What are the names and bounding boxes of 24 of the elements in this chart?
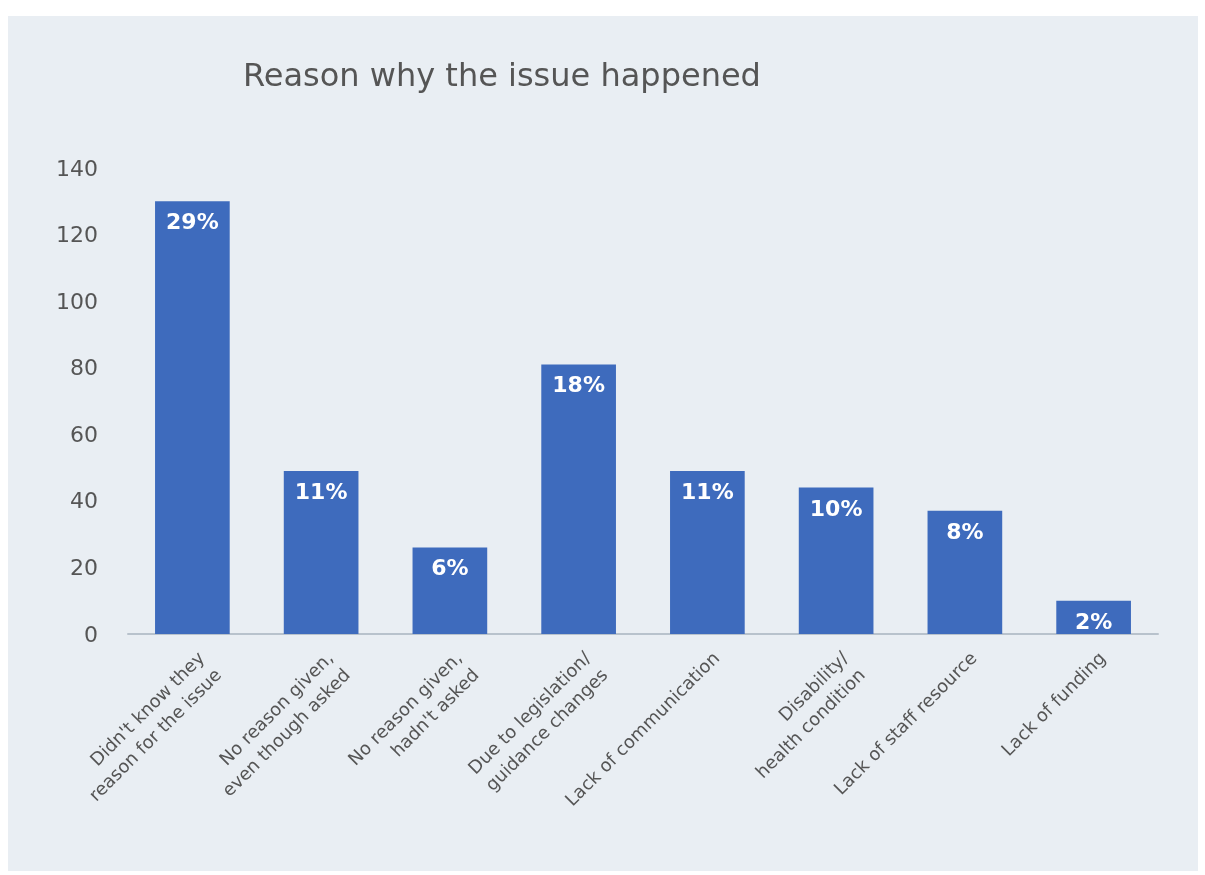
y-tick-label: 120 (56, 222, 98, 248)
bar (155, 201, 230, 634)
annotation: 11% (681, 478, 734, 504)
annotation: 18% (552, 372, 605, 398)
y-tick-label: 140 (56, 155, 98, 181)
annotation: 8% (946, 518, 984, 544)
bar (670, 470, 745, 634)
bar (541, 364, 616, 634)
y-tick-label: 100 (56, 288, 98, 314)
annotation: 29% (166, 209, 219, 235)
chart-title: Reason why the issue happened (243, 56, 761, 94)
bar (927, 510, 1003, 634)
y-tick-label: 0 (84, 621, 98, 647)
annotation: 11% (294, 478, 348, 504)
bar (283, 470, 359, 634)
annotation: 10% (809, 495, 863, 521)
bar (412, 547, 488, 634)
annotation: 2% (1074, 608, 1113, 634)
y-tick-label: 20 (70, 554, 98, 580)
y-tick-label: 80 (70, 355, 98, 381)
bar (798, 487, 874, 634)
y-tick-label: 60 (70, 421, 98, 447)
y-tick-label: 40 (70, 488, 98, 514)
annotation: 6% (431, 555, 469, 581)
